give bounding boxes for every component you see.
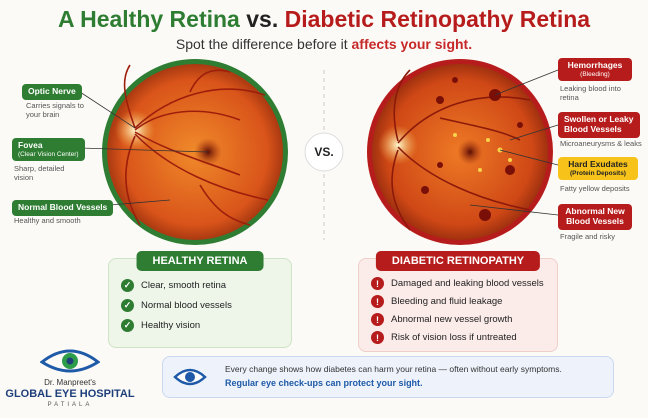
panel-item: ✓ Clear, smooth retina	[121, 279, 226, 292]
panel-item: ✓ Normal blood vessels	[121, 299, 232, 312]
alert-icon: !	[371, 277, 384, 290]
note-line-2: Regular eye check-ups can protect your s…	[225, 378, 423, 388]
item-text: Healthy vision	[141, 320, 201, 331]
note-eye-icon	[173, 368, 207, 386]
check-icon: ✓	[121, 279, 134, 292]
label-title-text: Hard Exudates	[568, 159, 628, 169]
subtitle-highlight: affects your sight.	[351, 36, 473, 52]
label-title: Abnormal New Blood Vessels	[558, 204, 632, 230]
item-text: Risk of vision loss if untreated	[391, 332, 517, 343]
alert-icon: !	[371, 331, 384, 344]
label-subtitle: (Bleeding)	[580, 70, 610, 78]
alert-icon: !	[371, 295, 384, 308]
subtitle: Spot the difference before it affects yo…	[0, 36, 648, 52]
vs-label: VS.	[314, 145, 333, 159]
note-line-1: Every change shows how diabetes can harm…	[225, 364, 562, 374]
label-description: Leaking blood into retina	[560, 84, 621, 103]
logo-name: GLOBAL EYE HOSPITAL	[5, 388, 135, 400]
label-title: Hemorrhages (Bleeding)	[558, 58, 632, 82]
item-text: Clear, smooth retina	[141, 280, 227, 291]
alert-icon: !	[371, 313, 384, 326]
panel-item: ! Abnormal new vessel growth	[371, 313, 512, 326]
note-box: Every change shows how diabetes can harm…	[162, 356, 614, 398]
item-text: Normal blood vessels	[141, 300, 232, 311]
vs-badge	[304, 132, 344, 172]
panel-item: ! Risk of vision loss if untreated	[371, 331, 517, 344]
retina-art: VS.	[79, 59, 559, 245]
fovea	[457, 139, 483, 165]
title-healthy: A Healthy Retina	[57, 6, 240, 32]
label-title: Hard Exudates (Protein Deposits)	[558, 157, 638, 181]
item-text: Bleeding and fluid leakage	[391, 296, 503, 307]
item-text: Damaged and leaking blood vessels	[391, 278, 544, 289]
title: A Healthy Retina vs. Diabetic Retinopath…	[0, 6, 648, 33]
label-description: Healthy and smooth	[14, 216, 81, 225]
panel-item: ✓ Healthy vision	[121, 319, 200, 332]
label-subtitle: (Protein Deposits)	[570, 169, 626, 177]
label-description: Fragile and risky	[560, 232, 616, 241]
label-description: Carries signals to your brain	[26, 101, 84, 120]
panel-item: ! Bleeding and fluid leakage	[371, 295, 502, 308]
item-text: Abnormal new vessel growth	[391, 314, 513, 325]
healthy-panel: HEALTHY RETINA ✓ Clear, smooth retina ✓ No…	[108, 251, 292, 348]
logo-city: PATIALA	[47, 402, 93, 408]
label-title: Normal Blood Vessels	[12, 200, 114, 216]
label-subtitle: (Clear Vision Center)	[18, 150, 79, 158]
logo-eye	[40, 349, 100, 373]
diabetic-panel: DIABETIC RETINOPATHY ! Damaged and leakin…	[358, 251, 558, 352]
optic-disc	[378, 125, 418, 165]
pointers	[79, 69, 559, 216]
vessels	[391, 69, 531, 231]
subtitle-lead: Spot the difference before it	[175, 36, 348, 52]
label-description: Microaneurysms & leaks	[560, 139, 642, 148]
vessels	[123, 64, 269, 226]
title-diabetic: Diabetic Retinopathy Retina	[284, 6, 591, 32]
label-title: Swollen or Leaky Blood Vessels	[558, 112, 640, 138]
label-title: Fovea (Clear Vision Center)	[12, 138, 85, 162]
label-description: Sharp, detailed vision	[14, 164, 65, 183]
check-icon: ✓	[121, 299, 134, 312]
label-description: Fatty yellow deposits	[560, 184, 630, 193]
label-title-text: Hemorrhages	[567, 60, 623, 70]
check-icon: ✓	[121, 319, 134, 332]
label-title: Optic Nerve	[22, 84, 82, 100]
logo-doctor: Dr. Manpreet's	[44, 378, 96, 387]
panel-item: ! Damaged and leaking blood vessels	[371, 277, 544, 290]
panel-heading: HEALTHY RETINA	[136, 251, 264, 271]
title-vs: vs.	[246, 6, 279, 32]
panel-heading: DIABETIC RETINOPATHY	[375, 251, 541, 271]
label-title-text: Fovea	[18, 140, 43, 150]
